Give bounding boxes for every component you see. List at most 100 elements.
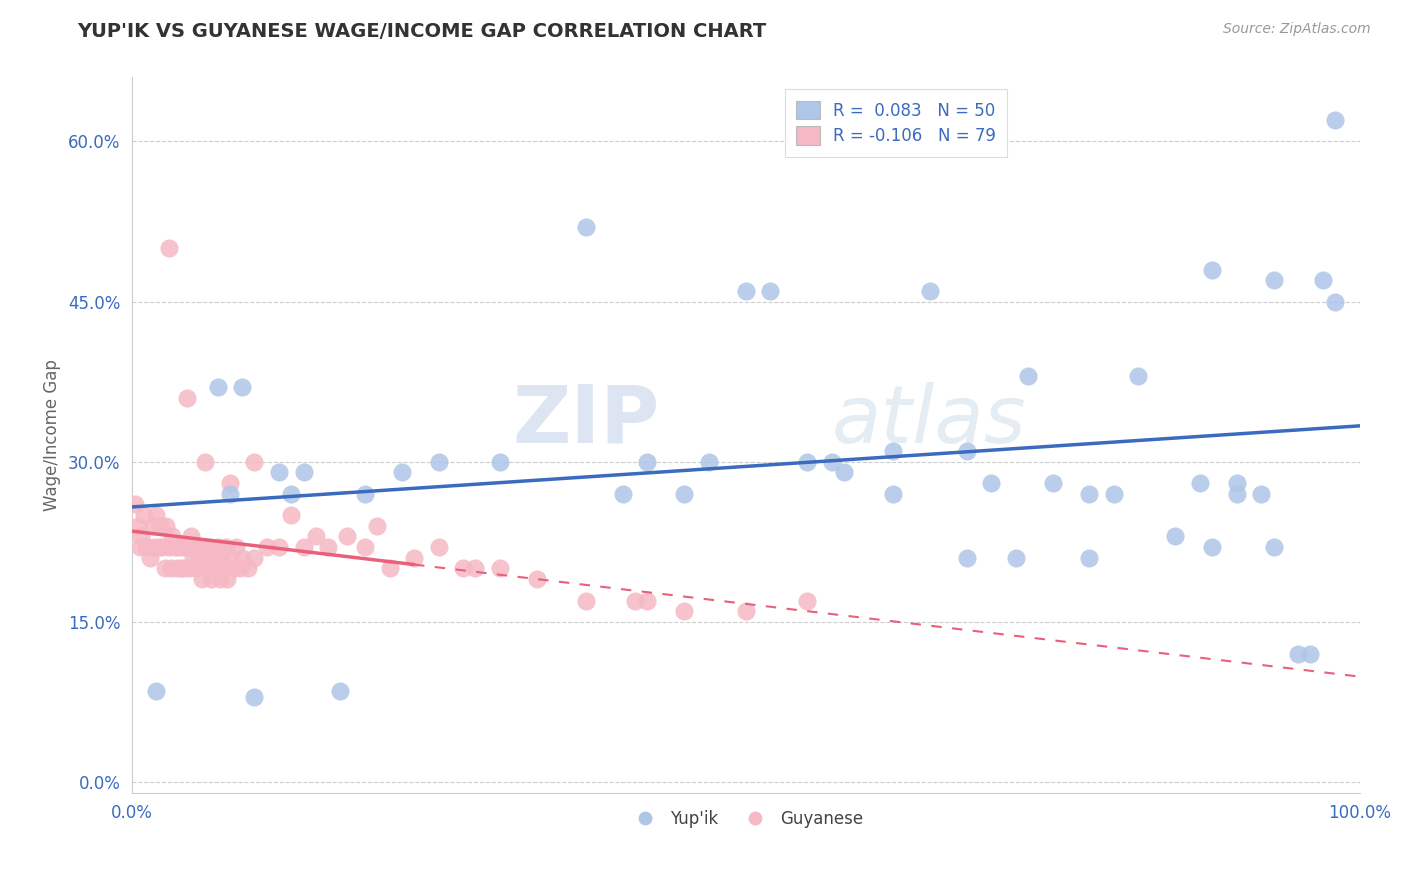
- Point: [155, 518, 177, 533]
- Point: [219, 487, 242, 501]
- Point: [132, 508, 155, 522]
- Point: [404, 550, 426, 565]
- Point: [1263, 540, 1285, 554]
- Point: [575, 593, 598, 607]
- Point: [1164, 529, 1187, 543]
- Point: [198, 540, 221, 554]
- Point: [624, 593, 647, 607]
- Point: [575, 219, 598, 234]
- Point: [190, 572, 212, 586]
- Point: [238, 561, 260, 575]
- Point: [636, 455, 658, 469]
- Point: [280, 487, 302, 501]
- Point: [176, 391, 198, 405]
- Point: [225, 540, 247, 554]
- Point: [697, 455, 720, 469]
- Text: YUP'IK VS GUYANESE WAGE/INCOME GAP CORRELATION CHART: YUP'IK VS GUYANESE WAGE/INCOME GAP CORRE…: [77, 22, 766, 41]
- Y-axis label: Wage/Income Gap: Wage/Income Gap: [44, 359, 60, 511]
- Point: [366, 518, 388, 533]
- Point: [142, 540, 165, 554]
- Point: [129, 540, 152, 554]
- Point: [1201, 262, 1223, 277]
- Point: [636, 593, 658, 607]
- Point: [141, 518, 163, 533]
- Point: [186, 540, 208, 554]
- Point: [280, 508, 302, 522]
- Point: [1312, 273, 1334, 287]
- Point: [292, 540, 315, 554]
- Point: [882, 444, 904, 458]
- Point: [135, 540, 157, 554]
- Text: Source: ZipAtlas.com: Source: ZipAtlas.com: [1223, 22, 1371, 37]
- Point: [243, 690, 266, 704]
- Point: [153, 561, 176, 575]
- Point: [673, 487, 696, 501]
- Point: [170, 561, 193, 575]
- Point: [172, 540, 194, 554]
- Point: [378, 561, 401, 575]
- Point: [200, 572, 222, 586]
- Point: [136, 540, 159, 554]
- Point: [955, 444, 977, 458]
- Point: [796, 455, 818, 469]
- Point: [820, 455, 842, 469]
- Point: [832, 466, 855, 480]
- Point: [1042, 476, 1064, 491]
- Point: [150, 540, 173, 554]
- Point: [1102, 487, 1125, 501]
- Point: [145, 508, 167, 522]
- Point: [1286, 647, 1309, 661]
- Point: [1263, 273, 1285, 287]
- Point: [204, 561, 226, 575]
- Point: [305, 529, 328, 543]
- Point: [316, 540, 339, 554]
- Point: [148, 540, 170, 554]
- Point: [1078, 550, 1101, 565]
- Point: [163, 540, 186, 554]
- Point: [149, 518, 172, 533]
- Point: [464, 561, 486, 575]
- Point: [131, 529, 153, 543]
- Point: [335, 529, 357, 543]
- Point: [209, 550, 232, 565]
- Point: [184, 561, 207, 575]
- Point: [219, 476, 242, 491]
- Point: [673, 604, 696, 618]
- Point: [167, 540, 190, 554]
- Point: [166, 561, 188, 575]
- Point: [329, 684, 352, 698]
- Point: [194, 455, 217, 469]
- Text: ZIP: ZIP: [512, 382, 659, 459]
- Text: atlas: atlas: [831, 382, 1026, 459]
- Point: [427, 455, 450, 469]
- Point: [734, 604, 756, 618]
- Point: [219, 550, 242, 565]
- Point: [139, 550, 162, 565]
- Point: [124, 498, 146, 512]
- Point: [181, 550, 204, 565]
- Point: [256, 540, 278, 554]
- Point: [882, 487, 904, 501]
- Point: [489, 561, 512, 575]
- Point: [292, 466, 315, 480]
- Point: [197, 561, 219, 575]
- Point: [207, 540, 229, 554]
- Point: [526, 572, 548, 586]
- Point: [354, 487, 377, 501]
- Point: [1226, 476, 1249, 491]
- Point: [391, 466, 413, 480]
- Point: [173, 561, 195, 575]
- Point: [1188, 476, 1211, 491]
- Point: [980, 476, 1002, 491]
- Point: [243, 455, 266, 469]
- Point: [955, 550, 977, 565]
- Point: [176, 540, 198, 554]
- Point: [191, 540, 214, 554]
- Point: [1226, 487, 1249, 501]
- Point: [160, 529, 183, 543]
- Point: [1004, 550, 1026, 565]
- Point: [231, 380, 253, 394]
- Point: [1323, 294, 1346, 309]
- Point: [127, 518, 149, 533]
- Point: [267, 466, 290, 480]
